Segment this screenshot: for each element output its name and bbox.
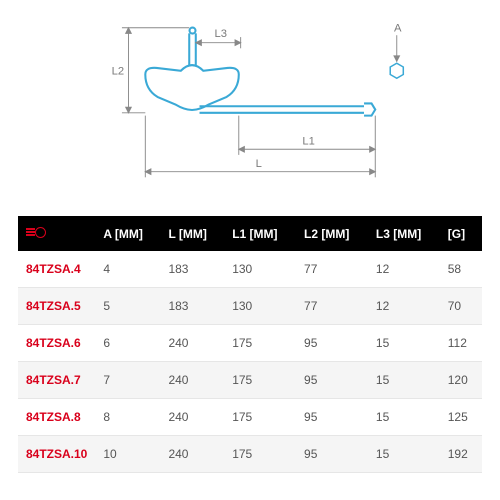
label-L1: L1	[302, 136, 314, 148]
table-row: 84TZSA.662401759515112	[18, 325, 482, 362]
cell-ref: 84TZSA.4	[18, 251, 95, 288]
cell-ref: 84TZSA.10	[18, 436, 95, 473]
cell-ref: 84TZSA.7	[18, 362, 95, 399]
cell-l1: 175	[224, 399, 296, 436]
table-row: 84TZSA.882401759515125	[18, 399, 482, 436]
cell-a: 6	[95, 325, 160, 362]
technical-diagram: A L3 L2 L1 L	[18, 10, 482, 210]
cell-l2: 77	[296, 288, 368, 325]
cell-g: 125	[440, 399, 482, 436]
cell-l3: 15	[368, 436, 440, 473]
cell-g: 70	[440, 288, 482, 325]
col-l2: L2 [MM]	[296, 216, 368, 251]
cell-l: 240	[160, 325, 224, 362]
cell-l: 183	[160, 288, 224, 325]
cell-l3: 12	[368, 288, 440, 325]
cell-l3: 15	[368, 362, 440, 399]
cell-l: 240	[160, 362, 224, 399]
label-L: L	[256, 158, 262, 170]
col-a: A [MM]	[95, 216, 160, 251]
cell-a: 8	[95, 399, 160, 436]
cell-l2: 95	[296, 399, 368, 436]
cell-l2: 95	[296, 325, 368, 362]
label-L2: L2	[112, 65, 124, 77]
label-A: A	[394, 22, 402, 34]
table-body: 84TZSA.4418313077125884TZSA.551831307712…	[18, 251, 482, 473]
cell-g: 112	[440, 325, 482, 362]
brand-icon	[26, 226, 46, 238]
cell-l2: 95	[296, 436, 368, 473]
table-header-row: A [MM] L [MM] L1 [MM] L2 [MM] L3 [MM] [G…	[18, 216, 482, 251]
tool-drawing: A L3 L2 L1 L	[35, 10, 465, 210]
cell-l3: 15	[368, 325, 440, 362]
cell-a: 10	[95, 436, 160, 473]
table-row: 84TZSA.10102401759515192	[18, 436, 482, 473]
cell-g: 58	[440, 251, 482, 288]
cell-l1: 130	[224, 288, 296, 325]
col-l3: L3 [MM]	[368, 216, 440, 251]
cell-l1: 175	[224, 436, 296, 473]
table-row: 84TZSA.44183130771258	[18, 251, 482, 288]
cell-l1: 130	[224, 251, 296, 288]
cell-l: 240	[160, 399, 224, 436]
table-row: 84TZSA.772401759515120	[18, 362, 482, 399]
cell-l2: 77	[296, 251, 368, 288]
table-row: 84TZSA.55183130771270	[18, 288, 482, 325]
cell-l1: 175	[224, 325, 296, 362]
label-L3: L3	[214, 28, 226, 40]
col-l1: L1 [MM]	[224, 216, 296, 251]
cell-l3: 12	[368, 251, 440, 288]
cell-a: 5	[95, 288, 160, 325]
cell-ref: 84TZSA.5	[18, 288, 95, 325]
spec-table: A [MM] L [MM] L1 [MM] L2 [MM] L3 [MM] [G…	[18, 216, 482, 473]
cell-l: 183	[160, 251, 224, 288]
cell-g: 192	[440, 436, 482, 473]
cell-l2: 95	[296, 362, 368, 399]
col-g: [G]	[440, 216, 482, 251]
cell-l: 240	[160, 436, 224, 473]
cell-a: 7	[95, 362, 160, 399]
col-l: L [MM]	[160, 216, 224, 251]
cell-l1: 175	[224, 362, 296, 399]
cell-ref: 84TZSA.6	[18, 325, 95, 362]
cell-l3: 15	[368, 399, 440, 436]
header-logo	[18, 216, 95, 251]
cell-a: 4	[95, 251, 160, 288]
cell-g: 120	[440, 362, 482, 399]
cell-ref: 84TZSA.8	[18, 399, 95, 436]
